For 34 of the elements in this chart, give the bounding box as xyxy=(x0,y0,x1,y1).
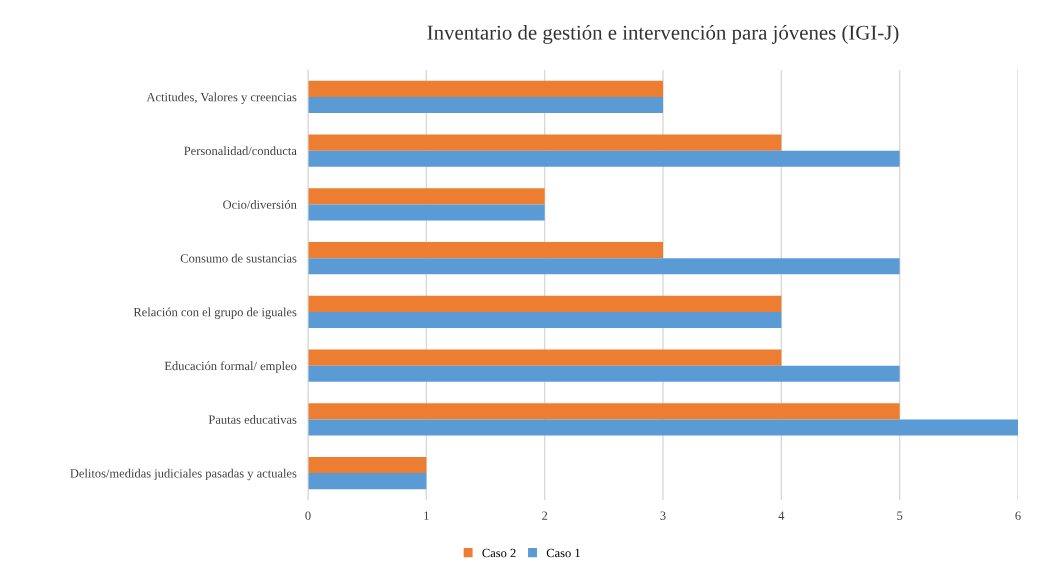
y-tick-label: Educación formal/ empleo xyxy=(164,361,297,373)
bar xyxy=(308,96,663,113)
bar xyxy=(308,188,545,205)
x-tick-label: 5 xyxy=(897,511,903,520)
y-tick-label: Consumo de sustancias xyxy=(180,253,297,263)
bar xyxy=(308,242,663,259)
y-tick-label: Personalidad/conducta xyxy=(184,146,297,156)
legend-label: Caso 1 xyxy=(546,548,580,558)
bar xyxy=(308,80,663,97)
y-tick-label: Pautas educativas xyxy=(208,415,297,424)
x-tick-label: 2 xyxy=(542,511,548,520)
x-tick-label: 4 xyxy=(778,511,785,520)
bar xyxy=(308,365,900,382)
bar xyxy=(308,349,782,366)
y-tick-label: Actitudes, Valores y creencias xyxy=(146,92,297,104)
legend-label: Caso 2 xyxy=(482,548,516,558)
y-tick-label: Delitos/medidas judiciales pasadas y actuales xyxy=(70,468,297,481)
bar xyxy=(308,311,782,328)
bar xyxy=(308,473,427,490)
bar xyxy=(308,150,900,167)
bar xyxy=(308,134,782,151)
chart-title: Inventario de gestión e intervención para jóvenes (IGI-J) xyxy=(427,24,899,44)
y-tick-label: Ocio/diversión xyxy=(223,200,297,209)
bar xyxy=(308,419,1018,436)
bar xyxy=(308,295,782,312)
bar xyxy=(308,403,900,420)
x-tick-label: 6 xyxy=(1015,511,1021,520)
bar xyxy=(308,204,545,221)
y-tick-label: Relación con el grupo de iguales xyxy=(133,307,297,319)
x-tick-label: 1 xyxy=(424,511,429,520)
bar xyxy=(308,457,427,474)
bar xyxy=(308,258,900,275)
x-tick-label: 3 xyxy=(660,511,666,520)
x-tick-label: 0 xyxy=(305,511,311,520)
